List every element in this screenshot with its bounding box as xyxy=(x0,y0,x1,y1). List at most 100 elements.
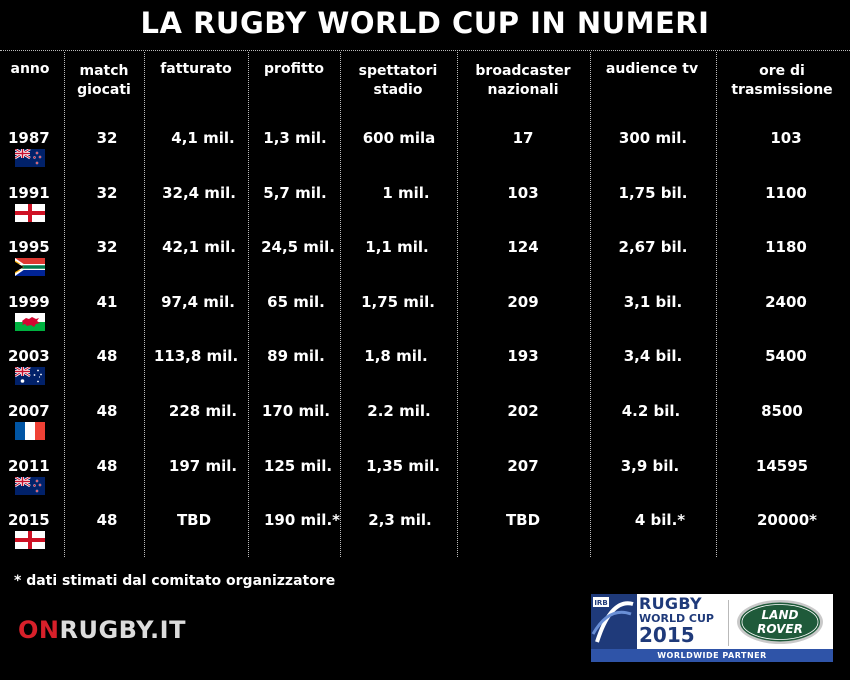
spettatori-cell: 600 mila xyxy=(362,129,436,147)
year-cell: 1991 xyxy=(8,184,50,202)
year-cell: 1995 xyxy=(8,238,50,256)
header-profitto: profitto xyxy=(264,61,324,77)
audience-cell: 4 bil.* xyxy=(634,511,686,529)
table-row: 2011 48 197 mil. 125 mil. 1,35 mil. 207 … xyxy=(0,457,850,511)
match-cell: 48 xyxy=(96,402,118,420)
broadcaster-cell: 207 xyxy=(507,457,539,475)
match-cell: 48 xyxy=(96,511,118,529)
rwc-wordmark: RUGBY WORLD CUP 2015 xyxy=(639,594,714,647)
header-anno: anno xyxy=(10,61,50,77)
audience-cell: 3,9 bil. xyxy=(620,457,680,475)
rwc-line1: RUGBY xyxy=(639,594,702,613)
match-cell: 32 xyxy=(96,184,118,202)
year-cell: 2015 xyxy=(8,511,50,529)
fatturato-cell: 42,1 mil. xyxy=(162,238,236,256)
column-divider xyxy=(248,52,249,557)
header-fatturato: fatturato xyxy=(160,61,232,77)
france-flag-icon xyxy=(15,422,45,440)
spettatori-cell: 1,75 mil. xyxy=(361,293,435,311)
page-title: LA RUGBY WORLD CUP IN NUMERI xyxy=(140,6,710,40)
audience-cell: 3,1 bil. xyxy=(623,293,683,311)
audience-cell: 2,67 bil. xyxy=(618,238,688,256)
rugby-world-cup-sponsor-logo: IRB RUGBY WORLD CUP 2015 LAND ROVER WORL… xyxy=(591,594,833,662)
year-cell: 2003 xyxy=(8,347,50,365)
column-divider xyxy=(144,52,145,557)
spettatori-cell: 1,35 mil. xyxy=(366,457,440,475)
fatturato-cell: 113,8 mil. xyxy=(153,347,239,365)
brand-rest: RUGBY.IT xyxy=(59,616,186,644)
broadcaster-cell: 193 xyxy=(507,347,539,365)
fatturato-cell: TBD xyxy=(176,511,212,529)
profitto-cell: 24,5 mil. xyxy=(261,238,335,256)
year-cell: 1987 xyxy=(8,129,50,147)
rwc-year: 2015 xyxy=(639,623,695,647)
header-match-giocati: match giocati xyxy=(77,63,131,98)
profitto-cell: 65 mil. xyxy=(267,293,325,311)
brand-on: ON xyxy=(18,616,60,644)
column-divider xyxy=(64,52,65,557)
header-broadcaster-nazionali: broadcaster nazionali xyxy=(475,63,571,98)
fatturato-cell: 197 mil. xyxy=(168,457,238,475)
year-cell: 2011 xyxy=(8,457,50,475)
profitto-cell: 1,3 mil. xyxy=(263,129,327,147)
profitto-cell: 190 mil.* xyxy=(264,511,340,529)
fatturato-cell: 228 mil. xyxy=(168,402,238,420)
australia-flag-icon xyxy=(15,367,45,385)
new-zealand-flag-icon xyxy=(15,477,45,495)
ore-cell: 14595 xyxy=(755,457,809,475)
column-divider xyxy=(716,52,717,557)
south-africa-flag-icon xyxy=(15,258,45,276)
header-spettatori-stadio: spettatori stadio xyxy=(358,63,438,98)
audience-cell: 4.2 bil. xyxy=(621,402,681,420)
header-ore-di-trasmissione: ore di trasmissione xyxy=(731,63,833,98)
spettatori-cell: 1,8 mil. xyxy=(364,347,428,365)
footnote: * dati stimati dal comitato organizzator… xyxy=(14,573,336,589)
audience-cell: 300 mil. xyxy=(618,129,688,147)
england-flag-icon xyxy=(15,204,45,222)
profitto-cell: 125 mil. xyxy=(263,457,333,475)
match-cell: 32 xyxy=(96,238,118,256)
fatturato-cell: 4,1 mil. xyxy=(171,129,235,147)
worldwide-partner-label: WORLDWIDE PARTNER xyxy=(591,649,833,662)
wales-flag-icon xyxy=(15,313,45,331)
fatturato-cell: 97,4 mil. xyxy=(161,293,235,311)
fatturato-cell: 32,4 mil. xyxy=(162,184,236,202)
match-cell: 48 xyxy=(96,457,118,475)
spettatori-cell: 2.2 mil. xyxy=(367,402,431,420)
onrugby-logo: ONRUGBY.IT xyxy=(18,616,186,644)
column-divider xyxy=(457,52,458,557)
land-rover-logo-icon: LAND ROVER xyxy=(737,600,823,644)
ore-cell: 1100 xyxy=(765,184,807,202)
ore-cell: 1180 xyxy=(765,238,807,256)
broadcaster-cell: 202 xyxy=(507,402,539,420)
spettatori-cell: 1 mil. xyxy=(382,184,430,202)
audience-cell: 1,75 bil. xyxy=(618,184,688,202)
year-cell: 1999 xyxy=(8,293,50,311)
profitto-cell: 5,7 mil. xyxy=(263,184,327,202)
ore-cell: 5400 xyxy=(765,347,807,365)
table-row: 2015 48 TBD 190 mil.* 2,3 mil. TBD 4 bil… xyxy=(0,511,850,565)
profitto-cell: 89 mil. xyxy=(267,347,325,365)
rugby-ball-icon: IRB xyxy=(591,594,637,650)
table-row: 1995 32 42,1 mil. 24,5 mil. 1,1 mil. 124… xyxy=(0,238,850,292)
broadcaster-cell: 103 xyxy=(507,184,539,202)
table-row: 1999 41 97,4 mil. 65 mil. 1,75 mil. 209 … xyxy=(0,293,850,347)
year-cell: 2007 xyxy=(8,402,50,420)
ore-cell: 8500 xyxy=(761,402,803,420)
irb-label: IRB xyxy=(594,599,607,607)
land-rover-line1: LAND xyxy=(762,608,799,622)
title-divider xyxy=(0,50,850,51)
table-row: 1987 32 4,1 mil. 1,3 mil. 600 mila 17 30… xyxy=(0,129,850,183)
ore-cell: 2400 xyxy=(765,293,807,311)
land-rover-line2: ROVER xyxy=(757,622,803,636)
ore-cell: 103 xyxy=(770,129,802,147)
audience-cell: 3,4 bil. xyxy=(623,347,683,365)
broadcaster-cell: 124 xyxy=(507,238,539,256)
broadcaster-cell: 17 xyxy=(512,129,534,147)
match-cell: 41 xyxy=(96,293,118,311)
table-row: 1991 32 32,4 mil. 5,7 mil. 1 mil. 103 1,… xyxy=(0,184,850,238)
spettatori-cell: 1,1 mil. xyxy=(365,238,429,256)
ore-cell: 20000* xyxy=(756,511,818,529)
profitto-cell: 170 mil. xyxy=(261,402,331,420)
match-cell: 32 xyxy=(96,129,118,147)
